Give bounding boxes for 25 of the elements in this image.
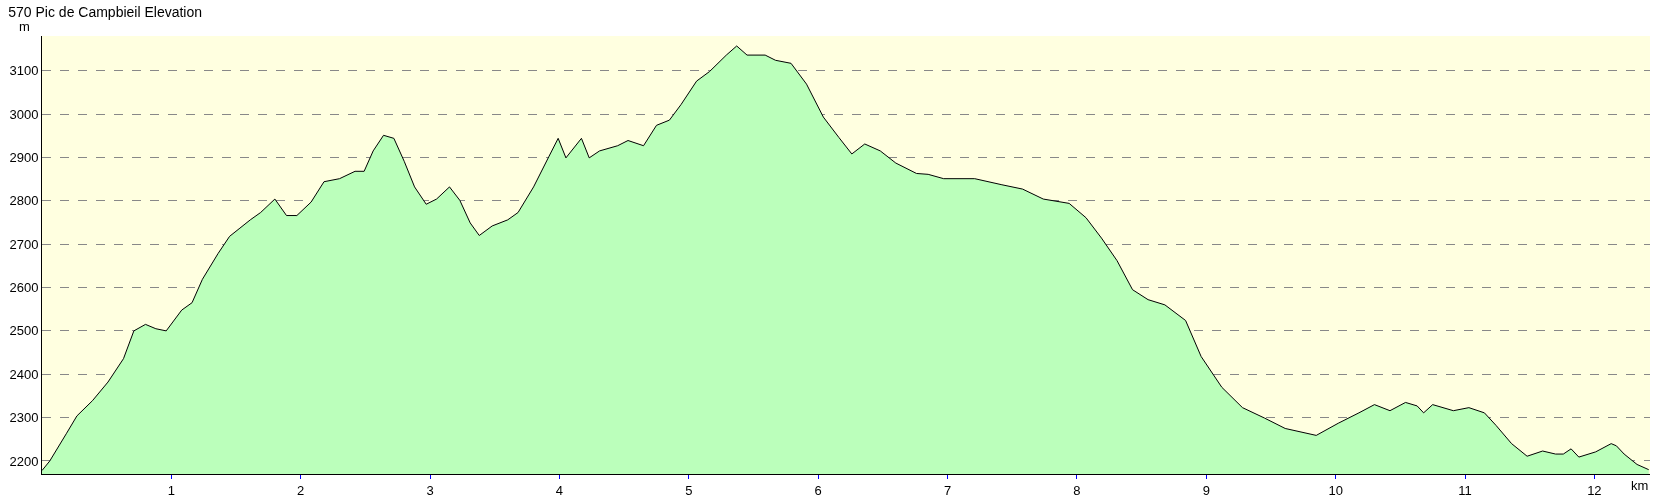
- x-tick-label: 5: [685, 482, 693, 498]
- y-axis-title: m: [19, 19, 30, 34]
- x-tick-label: 8: [1073, 482, 1081, 498]
- y-tick-label: 2200: [9, 453, 39, 469]
- y-tick-label: 2500: [9, 323, 39, 339]
- y-tick-label: 2400: [9, 366, 39, 382]
- y-tick-label: 2600: [9, 280, 39, 296]
- y-tick-label: 2900: [9, 149, 39, 165]
- x-tick-label: 1: [167, 482, 175, 498]
- y-tick-label: 2700: [9, 236, 39, 252]
- x-tick-label: 12: [1587, 482, 1602, 498]
- chart-title: 570 Pic de Campbieil Elevation: [8, 4, 203, 21]
- x-tick-label: 7: [943, 482, 952, 498]
- y-tick-label: 3100: [9, 63, 39, 79]
- x-tick-label: 4: [555, 482, 564, 498]
- y-tick-label: 2300: [9, 410, 39, 426]
- x-tick-label: 11: [1458, 482, 1472, 498]
- y-tick-label: 3000: [9, 106, 39, 122]
- x-tick-label: 3: [426, 482, 434, 498]
- x-tick-label: 9: [1202, 482, 1210, 498]
- y-tick-label: 2800: [9, 193, 39, 209]
- x-axis-title: km: [1631, 478, 1649, 493]
- x-tick-label: 6: [814, 482, 822, 498]
- x-tick-label: 10: [1328, 482, 1343, 498]
- x-tick-label: 2: [297, 482, 305, 498]
